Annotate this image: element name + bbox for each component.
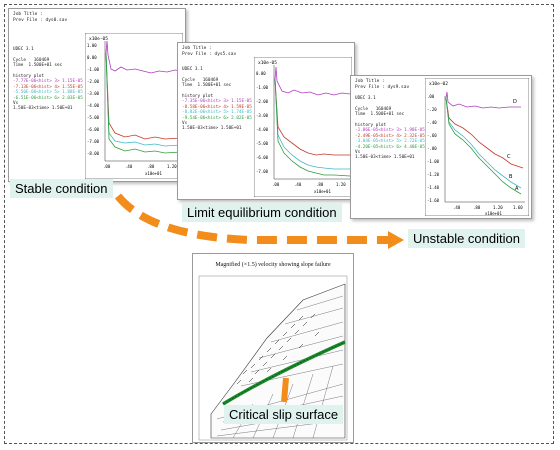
y-tick-label: -1.60	[427, 198, 440, 203]
x-tick-label: .40	[125, 164, 133, 169]
y-tick-label: -3.00	[87, 91, 100, 96]
y-scale-label: x10e-05	[89, 36, 108, 42]
limit-equilibrium-label: Limit equilibrium condition	[182, 203, 342, 222]
y-tick-label: -5.00	[87, 115, 100, 120]
x-tick-labels: .00 .40 .80 1.20	[272, 182, 346, 187]
series-green	[274, 78, 351, 177]
x-tick-labels: .40 .80 1.20 1.60	[453, 205, 523, 210]
history-panel-unstable: Job Title : Prev File : dys9.sav UDEC 3.…	[350, 75, 532, 219]
history-plot-stable: x10e-05 1.00 0.00 -1.00 -2.00 -3.00 -4.0…	[85, 33, 183, 179]
y-tick-label: -5.00	[256, 141, 269, 146]
series-red	[105, 52, 182, 140]
y-tick-label: -6.00	[256, 155, 269, 160]
stable-condition-label: Stable condition	[10, 179, 113, 198]
y-tick-label: -2.00	[256, 99, 269, 104]
history-plot-unstable: x10e-02 .00 -.20 -.40 -.60 -.80 -1.00 -1…	[425, 78, 529, 216]
curve-label-d: D	[513, 99, 517, 105]
x-tick-label: .80	[473, 205, 481, 210]
y-tick-label: -1.20	[427, 172, 440, 177]
series-d	[445, 91, 521, 109]
series-b	[445, 97, 522, 189]
y-tick-label: -7.00	[87, 139, 100, 144]
y-tick-label: -1.00	[256, 85, 269, 90]
x-tick-label: 1.20	[336, 182, 346, 187]
series-magenta	[274, 66, 351, 96]
unstable-condition-label: Unstable condition	[408, 229, 525, 248]
y-tick-label: -.80	[427, 146, 437, 151]
x-tick-label: .80	[316, 182, 324, 187]
y-tick-label: -3.00	[256, 113, 269, 118]
slope-title: Magnified (×1.5) velocity showing slope …	[215, 262, 331, 268]
y-tick-label: -8.00	[87, 151, 100, 156]
y-tick-label: -.20	[427, 107, 437, 112]
panel-header: Job Title : Prev File : dys5.sav	[182, 46, 237, 57]
panel-header: Job Title : Prev File : dys0.sav	[13, 12, 68, 23]
series-green	[105, 52, 182, 154]
slope-velocity-field	[198, 275, 348, 441]
x-tick-label: .00	[103, 164, 111, 169]
y-tick-label: -1.40	[427, 185, 440, 190]
x-scale-label: x10e+01	[485, 211, 502, 216]
series-cyan	[274, 78, 350, 170]
series-c	[445, 97, 524, 169]
y-tick-label: 0.00	[256, 71, 266, 76]
curve-label-a: A	[515, 186, 519, 192]
critical-slip-surface-label: Critical slip surface	[224, 405, 344, 424]
x-scale-label: x10e+01	[314, 189, 331, 194]
y-tick-label: -4.00	[87, 103, 100, 108]
dashed-frame	[4, 4, 554, 444]
x-scale-label: x10e+01	[145, 171, 162, 176]
y-tick-labels: 0.00 -1.00 -2.00 -3.00 -4.00 -5.00 -6.00…	[256, 71, 269, 174]
y-tick-label: -1.00	[427, 159, 440, 164]
y-tick-label: -2.00	[87, 79, 100, 84]
series-a	[445, 97, 522, 195]
y-scale-label: x10e-05	[258, 60, 277, 66]
series-red	[274, 78, 350, 156]
y-scale-label: x10e-02	[429, 81, 448, 87]
series-cyan	[105, 52, 182, 147]
x-tick-label: .00	[272, 182, 280, 187]
y-tick-label: 1.00	[87, 43, 97, 48]
history-panel-limit: Job Title : Prev File : dys5.sav UDEC 3.…	[177, 42, 355, 200]
curve-label-b: B	[509, 174, 513, 180]
history-info: UDEC 3.1 Cycle 160469 Time 1.500E+01 sec…	[355, 96, 425, 161]
x-tick-label: 1.60	[513, 205, 523, 210]
x-tick-label: .40	[453, 205, 461, 210]
x-tick-label: .40	[294, 182, 302, 187]
y-tick-label: -.60	[427, 133, 437, 138]
x-tick-labels: .00 .40 .80 1.20	[103, 164, 177, 169]
history-info: UDEC 3.1 Cycle 160469 Time 1.500E+01 sec…	[13, 47, 83, 112]
y-tick-labels: .00 -.20 -.40 -.60 -.80 -1.00 -1.20 -1.4…	[427, 94, 440, 203]
y-tick-label: 0.00	[87, 55, 97, 60]
history-plot-limit: x10e-05 0.00 -1.00 -2.00 -3.00 -4.00 -5.…	[254, 57, 352, 197]
x-tick-label: 1.20	[493, 205, 503, 210]
panel-header: Job Title : Prev File : dys9.sav	[355, 79, 410, 90]
y-tick-label: -6.00	[87, 127, 100, 132]
series-magenta	[105, 40, 182, 74]
x-tick-label: 1.20	[167, 164, 177, 169]
y-tick-label: -7.00	[256, 169, 269, 174]
y-tick-label: -.40	[427, 120, 437, 125]
y-tick-label: -1.00	[87, 67, 100, 72]
x-tick-label: .80	[147, 164, 155, 169]
y-tick-label: -4.00	[256, 127, 269, 132]
y-tick-label: .00	[427, 94, 435, 99]
history-info: UDEC 3.1 Cycle 160469 Time 1.500E+01 sec…	[182, 67, 252, 132]
y-tick-labels: 1.00 0.00 -1.00 -2.00 -3.00 -4.00 -5.00 …	[87, 43, 100, 156]
curve-label-c: C	[507, 154, 511, 160]
